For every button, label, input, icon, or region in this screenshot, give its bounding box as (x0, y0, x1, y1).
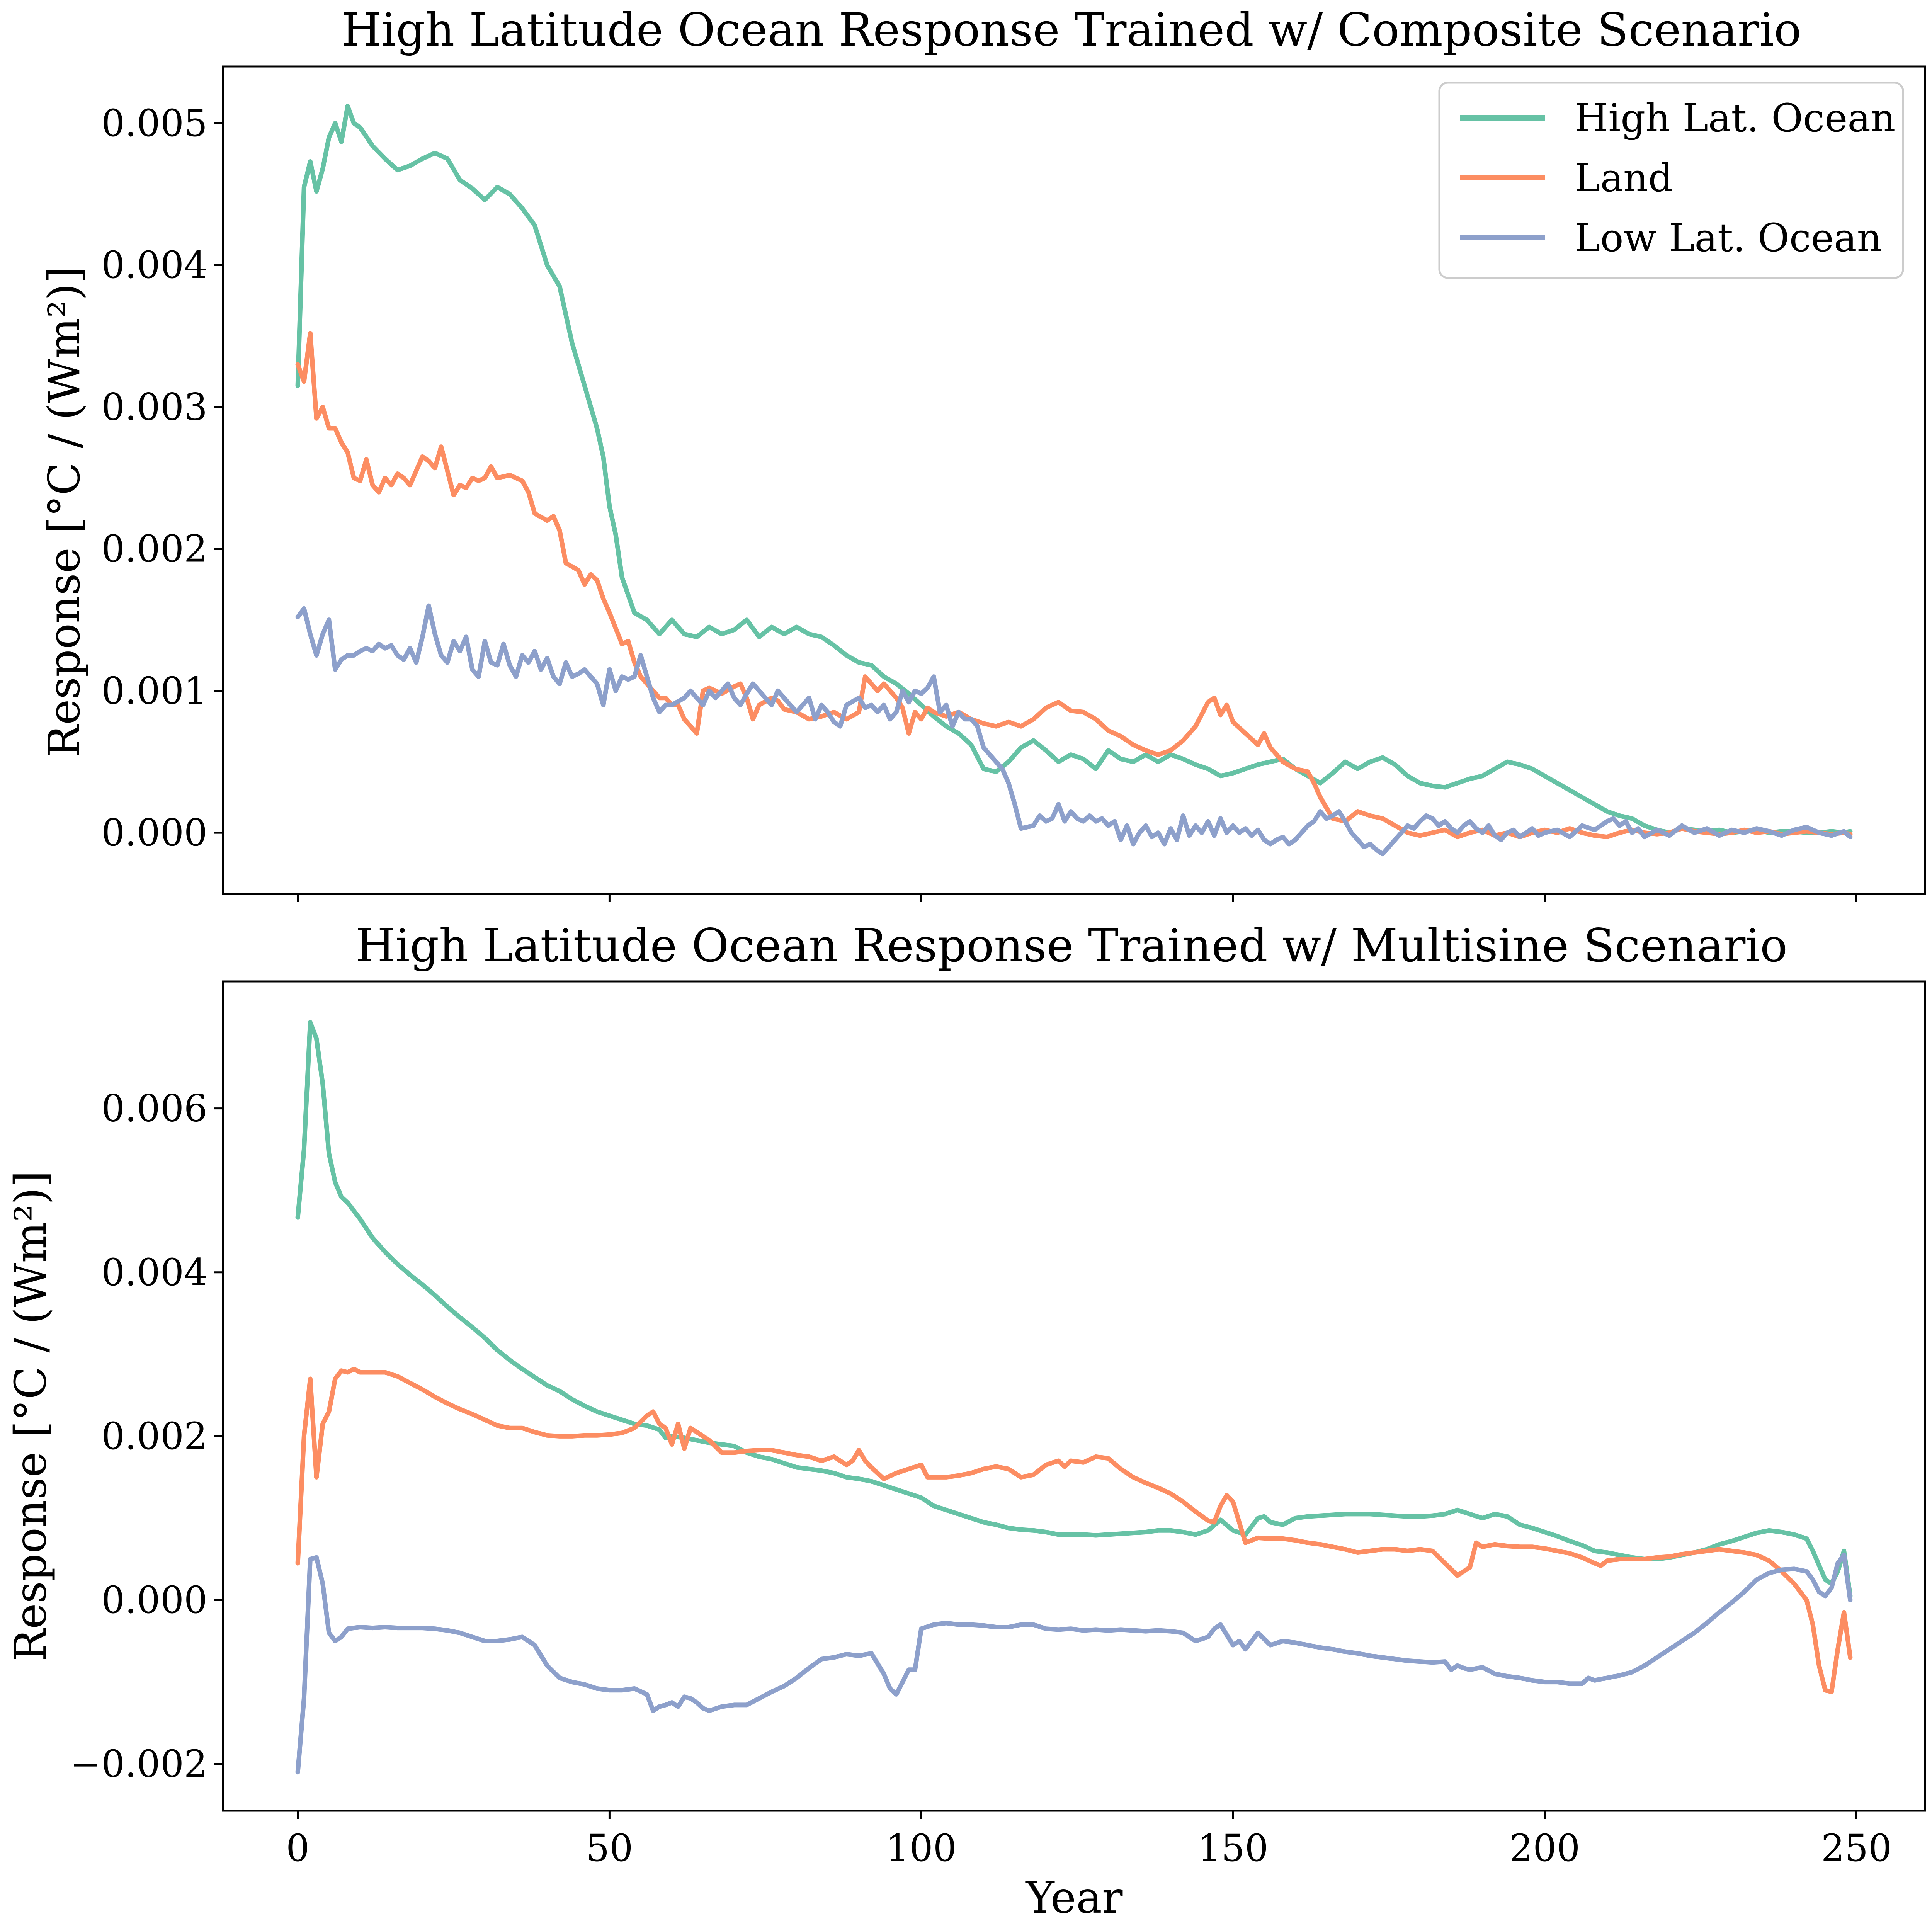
top-series-high-lat-ocean-line (295, 104, 1853, 835)
top-y-ticks: 0.000 0.001 0.002 0.003 0.004 0.005 (101, 102, 223, 854)
top-series-low-lat-ocean-line (295, 603, 1853, 857)
bot-x-tick-label: 0 (286, 1827, 310, 1870)
bottom-y-axis-label: Response [°C / (Wm²)] (6, 1171, 56, 1662)
bottom-series-high-lat-ocean-line (295, 1020, 1853, 1599)
top-plot-area (295, 104, 1853, 857)
bot-y-tick-label: −0.002 (70, 1742, 207, 1786)
top-x-ticks (297, 894, 1858, 902)
bot-y-tick-label: 0.000 (101, 1578, 207, 1622)
top-y-tick-label: 0.003 (101, 385, 207, 429)
top-y-tick-label: 0.002 (101, 527, 207, 571)
top-chart-title: High Latitude Ocean Response Trained w/ … (342, 3, 1801, 56)
legend-label-land: Land (1575, 155, 1673, 201)
top-y-tick-label: 0.004 (101, 243, 207, 287)
bottom-axes-frame (222, 980, 1926, 1812)
top-y-tick-label: 0.001 (101, 669, 207, 713)
legend-frame (1438, 82, 1904, 279)
bot-y-tick-label: 0.004 (101, 1251, 207, 1294)
top-y-tick-label: 0.000 (101, 811, 207, 854)
legend-label-high-lat-ocean: High Lat. Ocean (1575, 95, 1895, 141)
top-y-axis-label: Response [°C / (Wm²)] (39, 267, 90, 757)
bot-x-tick-label: 200 (1509, 1827, 1580, 1870)
bottom-y-ticks: −0.002 0.000 0.002 0.004 0.006 (70, 1087, 223, 1786)
top-y-tick-label: 0.005 (101, 102, 207, 145)
bot-x-tick-label: 100 (886, 1827, 957, 1870)
legend: High Lat. Ocean Land Low Lat. Ocean (1438, 82, 1904, 279)
bot-y-tick-label: 0.002 (101, 1415, 207, 1458)
top-panel: High Latitude Ocean Response Trained w/ … (39, 3, 1926, 902)
bottom-x-ticks: 0 50 100 150 200 250 (286, 1811, 1892, 1870)
bot-y-tick-label: 0.006 (101, 1087, 207, 1130)
bottom-plot-area (295, 1020, 1853, 1775)
legend-label-low-lat-ocean: Low Lat. Ocean (1575, 215, 1882, 260)
bottom-series-land-line (295, 1367, 1853, 1694)
bottom-chart-title: High Latitude Ocean Response Trained w/ … (355, 919, 1787, 972)
bot-x-tick-label: 250 (1821, 1827, 1892, 1870)
bottom-series-low-lat-ocean-line (295, 1553, 1853, 1775)
bot-x-tick-label: 150 (1197, 1827, 1268, 1870)
bot-x-tick-label: 50 (586, 1827, 633, 1870)
top-axes-frame (222, 65, 1926, 895)
bottom-panel: High Latitude Ocean Response Trained w/ … (6, 919, 1926, 1923)
x-axis-label: Year (1025, 1873, 1123, 1923)
